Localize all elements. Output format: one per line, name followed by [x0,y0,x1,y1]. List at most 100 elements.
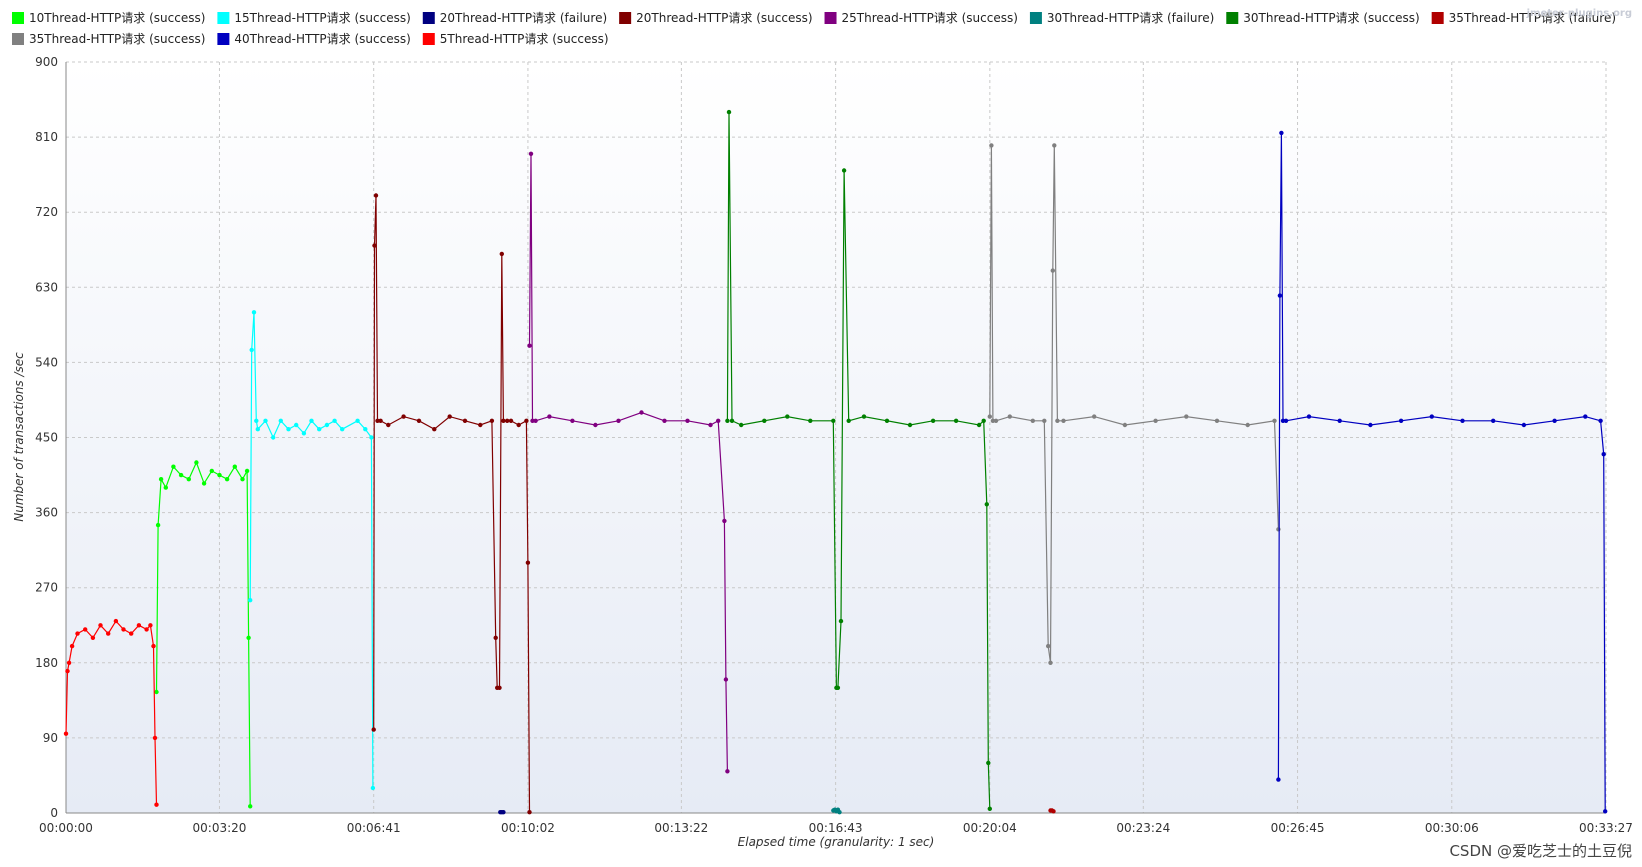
series-1 [248,310,376,791]
data-point [1055,418,1060,423]
data-point [69,643,75,649]
data-point [1007,414,1012,419]
data-point [953,418,959,423]
data-point [976,422,982,428]
data-point [616,418,621,423]
data-point [527,343,532,348]
data-point [841,168,847,173]
data-point [570,418,575,423]
data-point [835,685,841,690]
data-point [497,685,502,690]
data-point [178,472,184,478]
data-point [493,635,498,640]
series [63,109,1608,815]
data-point [1429,414,1435,419]
data-point [505,418,510,423]
data-point [708,422,713,428]
data-point [1283,418,1289,423]
data-point [725,418,730,423]
data-point [987,806,992,811]
data-point [1122,422,1128,428]
y-tick-label: 360 [35,506,58,520]
series-4 [527,151,730,774]
y-tick-label: 450 [35,431,58,445]
data-point [1276,527,1281,532]
data-point [1603,809,1608,814]
data-point [246,635,251,640]
data-point [1460,418,1465,423]
data-point [317,427,322,432]
data-point [662,418,667,423]
data-point [251,310,257,315]
data-point [593,422,598,428]
data-point [1583,414,1588,419]
data-point [723,677,729,682]
legend-label: 20Thread-HTTP请求 (success) [636,11,812,25]
legend-label: 15Thread-HTTP请求 (success) [234,11,410,25]
data-point [838,618,844,624]
data-point [986,760,991,766]
data-point [990,418,996,423]
data-point [332,418,337,423]
data-point [171,464,176,469]
y-tick-label: 900 [35,55,58,69]
data-point [1491,418,1496,423]
legend: 10Thread-HTTP请求 (success) 15Thread-HTTP请求… [12,11,1616,46]
series-8 [987,143,1281,665]
data-point [155,522,161,528]
data-point [993,418,999,423]
data-point [739,422,744,428]
y-axis-label: Number of transactions /sec [12,352,26,522]
data-point [301,431,307,436]
x-tick-label: 00:30:06 [1425,821,1479,835]
data-point [154,802,159,807]
y-tick-label: 0 [50,806,58,820]
data-point [1368,422,1373,428]
data-point [729,418,735,423]
data-point [528,151,534,156]
series-line [1277,132,1606,812]
data-point [989,143,994,148]
data-point [861,414,867,419]
x-tick-label: 00:06:41 [347,821,401,835]
x-tick-label: 00:23:24 [1116,821,1170,835]
x-tick-label: 00:20:04 [963,821,1017,835]
y-tick-label: 270 [35,581,58,595]
x-tick-label: 00:03:20 [193,821,247,835]
data-point [725,769,730,774]
data-point [533,418,538,423]
data-point [930,418,936,423]
data-point [144,627,149,632]
data-point [447,414,452,419]
x-tick-label: 00:16:43 [809,821,863,835]
series-5 [831,807,842,815]
data-point [163,485,168,490]
legend-swatch [12,33,24,45]
data-point [83,627,88,632]
data-point [524,418,529,423]
data-point [1598,418,1603,423]
data-point [722,518,727,524]
data-point [371,727,376,732]
data-point [1601,452,1606,457]
legend-swatch [1431,12,1444,24]
data-point [90,635,96,640]
x-axis-label: Elapsed time (granularity: 1 sec) [738,835,935,849]
data-point [309,418,314,423]
data-point [716,418,721,423]
data-point [148,623,153,628]
legend-swatch [1226,12,1239,24]
legend-swatch [422,12,435,24]
y-tick-label: 810 [35,130,58,144]
data-point [66,660,72,665]
data-point [462,418,468,423]
data-point [263,418,268,423]
data-point [785,414,790,419]
data-point [639,410,644,415]
data-point [508,418,514,423]
data-point [984,502,989,507]
data-point [489,418,495,423]
data-point [286,427,291,432]
data-point [154,689,159,695]
data-point [987,414,992,419]
